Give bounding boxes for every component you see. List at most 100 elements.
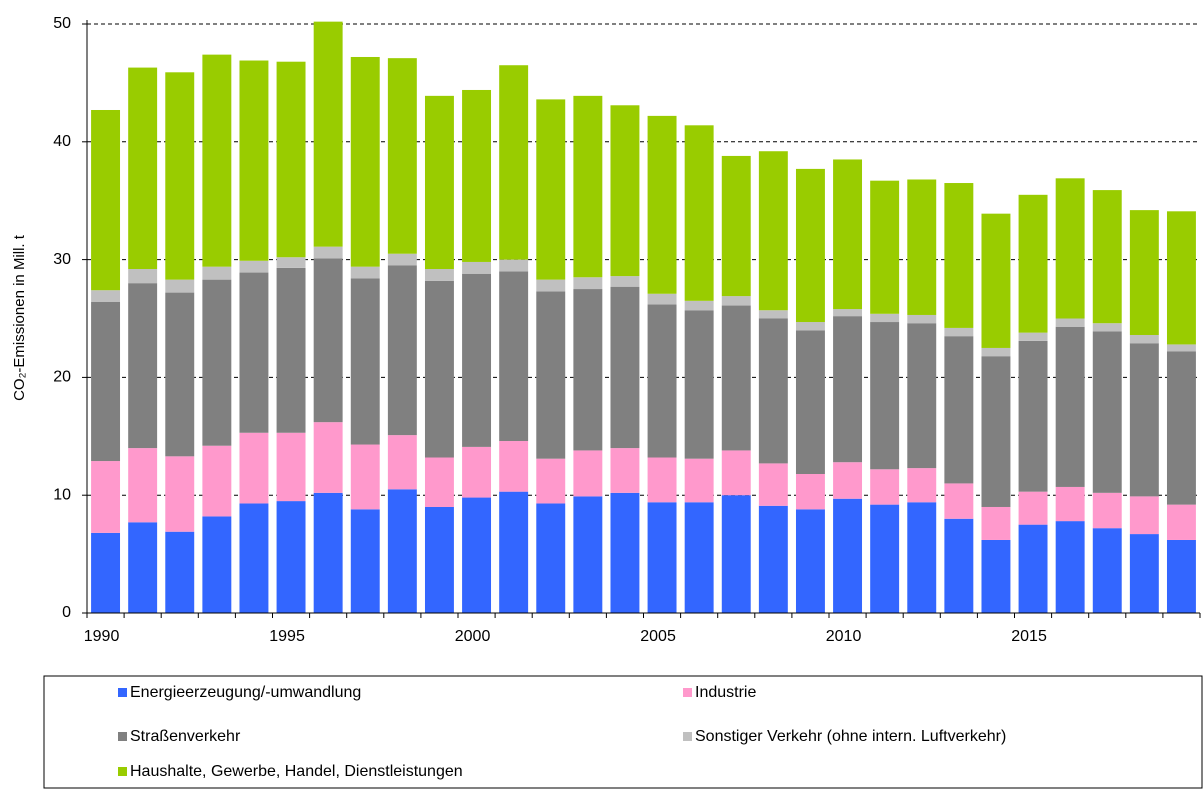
bar-segment bbox=[276, 501, 306, 613]
bar-segment bbox=[1129, 534, 1159, 613]
bar-segment bbox=[758, 463, 788, 506]
bar-segment bbox=[536, 503, 566, 613]
bar-segment bbox=[462, 446, 492, 498]
x-tick-label: 2005 bbox=[640, 628, 676, 645]
bar-segment bbox=[387, 265, 417, 436]
bar-segment bbox=[573, 277, 603, 290]
bar-segment bbox=[870, 313, 900, 323]
bar-segment bbox=[202, 279, 232, 446]
bar-segment bbox=[907, 468, 937, 503]
bar-segment bbox=[1166, 504, 1196, 540]
bar-segment bbox=[758, 151, 788, 311]
legend-swatch bbox=[118, 688, 127, 697]
bar-segment bbox=[1018, 524, 1048, 613]
bar-segment bbox=[91, 290, 121, 303]
bar-segment bbox=[647, 304, 677, 458]
bar-segment bbox=[1129, 210, 1159, 335]
bar-segment bbox=[573, 289, 603, 451]
bar-segment bbox=[462, 89, 492, 262]
bar-segment bbox=[610, 105, 640, 277]
bar-segment bbox=[795, 473, 825, 510]
legend-swatch bbox=[683, 732, 692, 741]
bar-segment bbox=[1166, 344, 1196, 352]
bar-segment bbox=[536, 279, 566, 292]
bar-segment bbox=[870, 469, 900, 505]
bar-segment bbox=[387, 58, 417, 254]
legend-label: Sonstiger Verkehr (ohne intern. Luftverk… bbox=[695, 728, 1006, 745]
bar-segment bbox=[91, 302, 121, 462]
bar-segment bbox=[1166, 539, 1196, 613]
bar-segment bbox=[795, 509, 825, 613]
bar-segment bbox=[944, 327, 974, 337]
bar-segment bbox=[350, 266, 380, 279]
bar-segment bbox=[721, 296, 751, 306]
bar-segment bbox=[499, 65, 529, 260]
bar-segment bbox=[313, 21, 343, 247]
legend-label: Energieerzeugung/-umwandlung bbox=[130, 684, 361, 701]
legend-swatch bbox=[118, 767, 127, 776]
bar-segment bbox=[1166, 351, 1196, 505]
bar-segment bbox=[424, 280, 454, 458]
bar-segment bbox=[1055, 178, 1085, 319]
bar-segment bbox=[202, 54, 232, 267]
bar-segment bbox=[981, 356, 1011, 507]
bar-segment bbox=[1055, 326, 1085, 487]
bar-segment bbox=[981, 347, 1011, 357]
bar-segment bbox=[350, 444, 380, 510]
bar-segment bbox=[795, 322, 825, 331]
bar-segment bbox=[647, 293, 677, 305]
bar-segment bbox=[239, 260, 269, 273]
bar-segment bbox=[870, 180, 900, 314]
bar-segment bbox=[1166, 211, 1196, 345]
legend-label: Haushalte, Gewerbe, Handel, Dienstleistu… bbox=[130, 763, 463, 780]
bar-segment bbox=[165, 72, 195, 280]
y-axis-label: CO₂-Emissionen in Mill. t bbox=[11, 234, 28, 401]
bar-segment bbox=[833, 159, 863, 310]
y-tick-label: 50 bbox=[53, 15, 71, 32]
bar-segment bbox=[610, 286, 640, 449]
y-tick-label: 20 bbox=[53, 369, 71, 386]
bar-segment bbox=[1092, 323, 1122, 332]
bar-segment bbox=[128, 448, 158, 523]
x-tick-label: 1995 bbox=[269, 628, 305, 645]
bar-segment bbox=[239, 432, 269, 504]
bar-segment bbox=[91, 461, 121, 533]
bar-segment bbox=[907, 179, 937, 315]
bar-segment bbox=[313, 258, 343, 423]
x-tick-label: 2010 bbox=[826, 628, 862, 645]
bar-segment bbox=[758, 505, 788, 613]
bar-segment bbox=[239, 272, 269, 433]
bar-segment bbox=[350, 278, 380, 445]
y-tick-label: 0 bbox=[62, 604, 71, 621]
bar-segment bbox=[91, 109, 121, 291]
bar-segment bbox=[944, 183, 974, 328]
bar-segment bbox=[1055, 521, 1085, 613]
x-tick-label: 1990 bbox=[84, 628, 120, 645]
bar-segment bbox=[721, 450, 751, 496]
bar-segment bbox=[944, 518, 974, 613]
bar-segment bbox=[536, 458, 566, 504]
bar-segment bbox=[165, 279, 195, 293]
bar-segment bbox=[907, 323, 937, 469]
bar-segment bbox=[1092, 331, 1122, 493]
bar-segment bbox=[499, 271, 529, 442]
bar-segment bbox=[721, 495, 751, 613]
bar-segment bbox=[165, 531, 195, 613]
bar-segment bbox=[647, 502, 677, 613]
bar-segment bbox=[833, 462, 863, 499]
bar-segment bbox=[1092, 190, 1122, 324]
legend-label: Industrie bbox=[695, 684, 756, 701]
legend-label: Straßenverkehr bbox=[130, 728, 241, 745]
bar-segment bbox=[462, 497, 492, 613]
bar-segment bbox=[202, 516, 232, 613]
bar-segment bbox=[536, 99, 566, 280]
bar-segment bbox=[202, 445, 232, 517]
bar-segment bbox=[684, 310, 714, 459]
bar-segment bbox=[721, 155, 751, 297]
bar-segment bbox=[573, 95, 603, 278]
bar-segment bbox=[239, 503, 269, 613]
bar-segment bbox=[907, 314, 937, 324]
x-tick-label: 2015 bbox=[1011, 628, 1047, 645]
bar-segment bbox=[721, 305, 751, 451]
